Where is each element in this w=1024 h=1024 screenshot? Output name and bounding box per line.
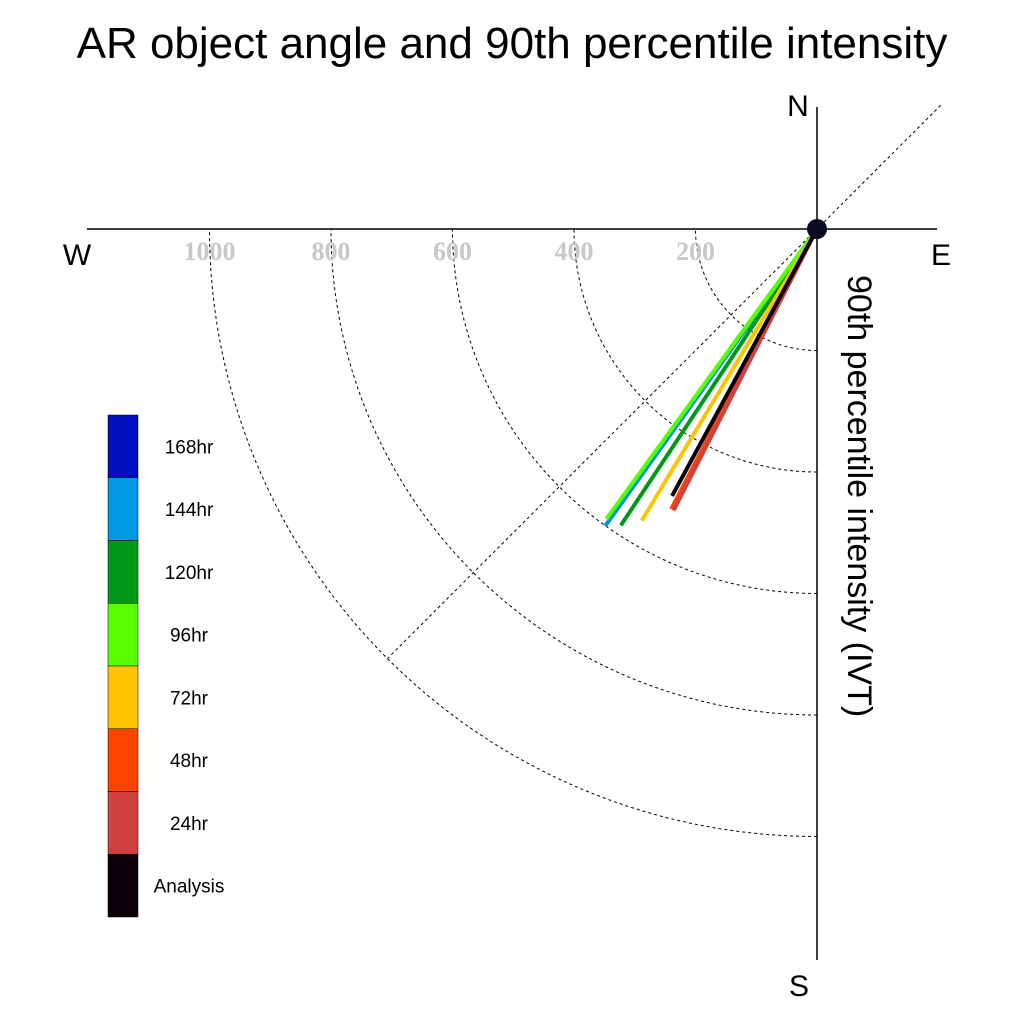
legend-swatch-96hr <box>107 603 139 667</box>
tick-label-200: 200 <box>676 237 715 266</box>
vector-72hr <box>640 227 819 522</box>
legend-label-72hr: 72hr <box>170 688 209 709</box>
legend-label-24hr: 24hr <box>170 814 209 835</box>
vector-series <box>603 227 819 527</box>
grid-arc-600 <box>452 228 818 594</box>
grid-arc-400 <box>573 228 818 473</box>
grid-arc-1000 <box>209 228 818 837</box>
tick-label-800: 800 <box>312 237 351 266</box>
chart-grid <box>209 104 942 837</box>
compass-south: S <box>789 970 809 1003</box>
grid-arc-800 <box>330 228 818 716</box>
legend-swatch-48hr <box>107 728 139 792</box>
legend-label-48hr: 48hr <box>170 751 209 772</box>
legend-swatch-144hr <box>107 477 139 541</box>
compass-east: E <box>931 239 951 272</box>
tick-label-400: 400 <box>555 237 594 266</box>
legend-swatch-168hr <box>107 414 139 478</box>
vector-120hr <box>619 227 819 527</box>
grid-arc-200 <box>695 228 818 351</box>
legend-swatch-72hr <box>107 665 139 729</box>
legend-label-120hr: 120hr <box>165 563 214 584</box>
radial-tick-labels: 200 400 600 800 1000 <box>184 237 716 266</box>
vector-96hr <box>604 227 819 521</box>
legend-swatch-24hr <box>107 791 139 855</box>
legend: 168hr 144hr 120hr 96hr 72hr 48hr 24hr Analysis <box>107 414 225 918</box>
vector-analysis <box>670 228 819 497</box>
compass-north: N <box>787 90 809 123</box>
reference-diagonal <box>387 104 942 659</box>
legend-label-168hr: 168hr <box>165 437 214 458</box>
tick-label-1000: 1000 <box>184 237 236 266</box>
legend-label-analysis: Analysis <box>154 877 225 898</box>
legend-label-144hr: 144hr <box>165 500 214 521</box>
compass-west: W <box>63 239 92 272</box>
legend-label-96hr: 96hr <box>170 626 209 647</box>
legend-swatch-analysis <box>107 854 139 918</box>
y-axis-label: 90th percentile intensity (IVT) <box>840 275 878 717</box>
origin-marker <box>807 219 827 239</box>
legend-swatch-120hr <box>107 540 139 604</box>
chart-title: AR object angle and 90th percentile inte… <box>77 19 948 68</box>
tick-label-600: 600 <box>433 237 472 266</box>
